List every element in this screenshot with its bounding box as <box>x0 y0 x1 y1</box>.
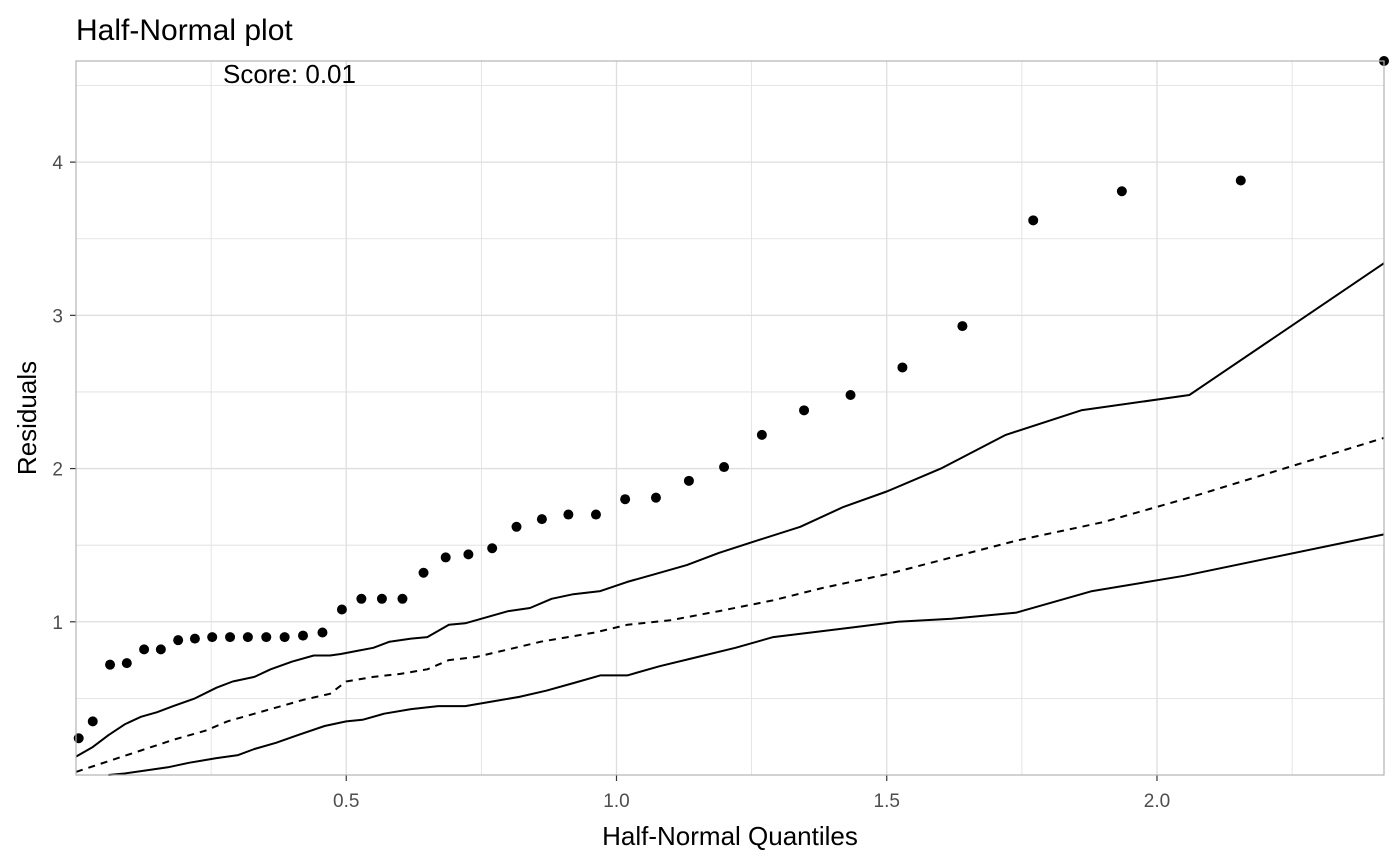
residual-point <box>225 632 236 643</box>
residual-point <box>279 632 290 643</box>
residual-point <box>317 627 328 638</box>
residual-point <box>1028 215 1039 226</box>
residual-point <box>487 543 498 554</box>
residual-point <box>418 567 429 578</box>
x-tick-label: 0.5 <box>333 791 359 812</box>
residual-point <box>620 494 631 505</box>
x-axis-title: Half-Normal Quantiles <box>602 821 858 851</box>
residual-point <box>719 462 730 473</box>
residual-point <box>756 429 767 440</box>
residual-point <box>87 716 98 727</box>
residual-points <box>73 56 1389 744</box>
panel-border <box>75 60 1385 776</box>
envelope-line-2 <box>108 533 1385 776</box>
residual-point <box>73 733 84 744</box>
residual-point <box>1235 175 1246 186</box>
residual-point <box>298 630 309 641</box>
residual-point <box>463 549 474 560</box>
residual-point <box>650 492 661 503</box>
residual-point <box>957 321 968 332</box>
residual-point <box>799 405 810 416</box>
x-tick-label: 1.0 <box>603 791 629 812</box>
residual-point <box>1116 186 1127 197</box>
y-tick-label: 4 <box>52 153 63 174</box>
residual-point <box>397 593 408 604</box>
residual-point <box>155 644 166 655</box>
residual-point <box>563 509 574 520</box>
residual-point <box>440 552 451 563</box>
residual-point <box>173 635 184 646</box>
median-dashed-line <box>75 436 1385 773</box>
residual-point <box>336 604 347 615</box>
residual-point <box>897 362 908 373</box>
residual-point <box>207 632 218 643</box>
y-tick-label: 2 <box>52 460 63 481</box>
residual-point <box>845 390 856 401</box>
axes: 0.5 1.0 1.5 2.0 1 2 3 4 <box>52 153 1170 812</box>
residual-point <box>376 593 387 604</box>
grid <box>76 61 1384 775</box>
y-tick-label: 3 <box>52 306 63 327</box>
residual-point <box>536 514 547 525</box>
x-tick-label: 1.5 <box>874 791 900 812</box>
residual-point <box>683 475 694 486</box>
x-tick-label: 2.0 <box>1144 791 1170 812</box>
envelope-line-0 <box>75 262 1385 758</box>
residual-point <box>511 521 522 532</box>
residual-point <box>261 632 272 643</box>
residual-point <box>139 644 150 655</box>
chart-title: Half-Normal plot <box>76 14 293 47</box>
residual-point <box>105 659 116 670</box>
residual-point <box>121 658 132 669</box>
residual-point <box>189 633 200 644</box>
residual-point <box>242 632 253 643</box>
envelope-lines <box>75 262 1385 776</box>
score-annotation: Score: 0.01 <box>223 59 356 89</box>
residual-point <box>356 593 367 604</box>
residual-point <box>590 509 601 520</box>
y-tick-label: 1 <box>52 613 63 634</box>
y-axis-title: Residuals <box>12 361 42 475</box>
